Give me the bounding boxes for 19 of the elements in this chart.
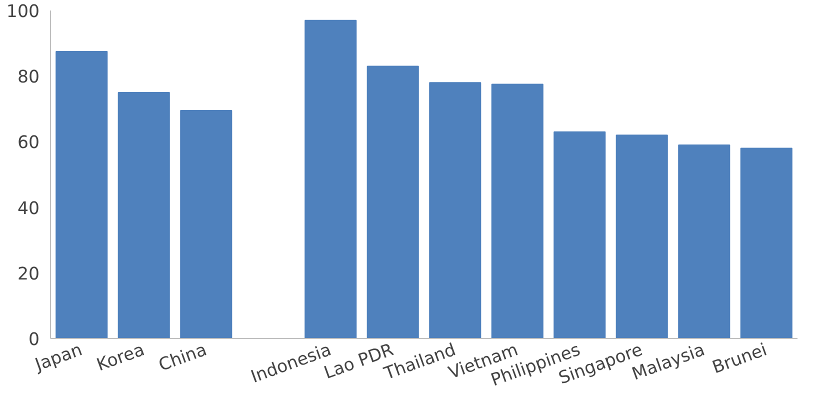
y-tick-label: 100 [6,2,40,22]
bar [304,20,357,338]
y-tick-label: 20 [17,264,40,284]
bar [56,51,108,338]
y-tick-label: 60 [17,133,40,154]
bar [491,84,544,338]
y-tick-label: 0 [28,330,40,350]
bar [366,66,419,338]
x-tick-label: Korea [94,340,148,376]
x-tick-label: China [156,340,210,376]
y-tick-label: 80 [17,68,40,88]
bar [429,82,482,338]
bar [180,110,232,338]
y-tick-label: 40 [17,198,40,219]
bar [118,92,170,338]
bar [678,144,730,338]
bar [554,131,606,338]
bar [740,148,792,338]
bar [616,134,668,338]
